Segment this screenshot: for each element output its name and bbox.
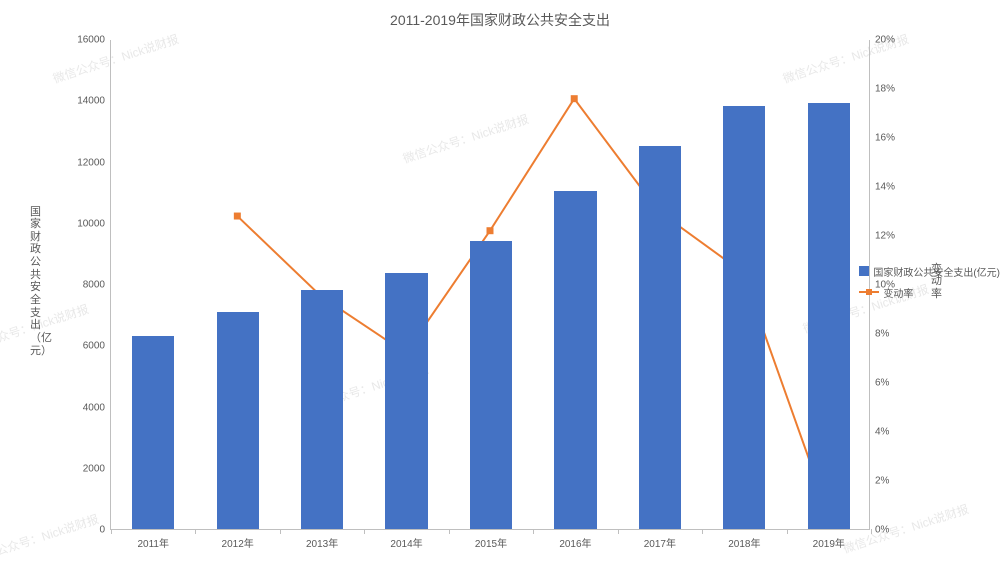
x-tick-mark	[618, 529, 619, 534]
y-left-tick-label: 2000	[83, 463, 111, 474]
x-tick-mark	[533, 529, 534, 534]
plot-area: 02000400060008000100001200014000160000%2…	[110, 40, 870, 530]
chart-container: 2011-2019年国家财政公共安全支出 微信公众号：Nick说财报 微信公众号…	[0, 0, 1000, 563]
chart-title: 2011-2019年国家财政公共安全支出	[0, 10, 1000, 30]
y-right-tick-label: 20%	[869, 35, 895, 46]
y-left-tick-label: 10000	[77, 218, 111, 229]
bar	[554, 191, 596, 529]
line-marker	[234, 213, 241, 220]
y-left-tick-label: 6000	[83, 341, 111, 352]
bar	[723, 106, 765, 529]
y-right-tick-label: 2%	[869, 476, 889, 487]
x-tick-label: 2018年	[728, 529, 760, 550]
x-tick-mark	[702, 529, 703, 534]
bar	[385, 273, 427, 529]
y-right-tick-label: 16%	[869, 133, 895, 144]
line-marker	[571, 95, 578, 102]
y-right-tick-label: 14%	[869, 182, 895, 193]
bar	[217, 312, 259, 529]
y-right-tick-label: 18%	[869, 84, 895, 95]
x-tick-label: 2012年	[222, 529, 254, 550]
x-tick-mark	[280, 529, 281, 534]
legend-swatch-bar	[859, 266, 869, 276]
bar	[639, 146, 681, 529]
x-tick-label: 2014年	[390, 529, 422, 550]
x-tick-mark	[111, 529, 112, 534]
legend-swatch-line	[859, 287, 879, 297]
line-marker	[487, 227, 494, 234]
legend: 国家财政公共安全支出(亿元) 变动率	[859, 258, 1000, 306]
legend-item-line: 变动率	[859, 285, 1000, 300]
x-tick-mark	[364, 529, 365, 534]
y-left-tick-label: 12000	[77, 157, 111, 168]
y-left-axis-label: 国家财政公共安全支出（亿元）	[30, 206, 44, 358]
y-right-tick-label: 12%	[869, 231, 895, 242]
legend-label: 国家财政公共安全支出(亿元)	[873, 264, 1000, 279]
y-left-tick-label: 4000	[83, 402, 111, 413]
y-left-tick-label: 16000	[77, 35, 111, 46]
x-tick-mark	[787, 529, 788, 534]
y-right-tick-label: 8%	[869, 329, 889, 340]
y-left-tick-label: 14000	[77, 96, 111, 107]
legend-item-bar: 国家财政公共安全支出(亿元)	[859, 264, 1000, 279]
bar	[132, 336, 174, 529]
y-right-tick-label: 0%	[869, 525, 889, 536]
y-left-tick-label: 8000	[83, 280, 111, 291]
x-tick-label: 2013年	[306, 529, 338, 550]
x-tick-mark	[871, 529, 872, 534]
x-tick-mark	[449, 529, 450, 534]
y-right-tick-label: 6%	[869, 378, 889, 389]
bar	[808, 103, 850, 529]
y-right-tick-label: 4%	[869, 427, 889, 438]
x-tick-label: 2019年	[813, 529, 845, 550]
x-tick-mark	[195, 529, 196, 534]
x-tick-label: 2015年	[475, 529, 507, 550]
y-left-tick-label: 0	[99, 525, 111, 536]
legend-label: 变动率	[883, 285, 913, 300]
x-tick-label: 2016年	[559, 529, 591, 550]
watermark: 微信公众号：Nick说财报	[0, 510, 101, 567]
x-tick-label: 2011年	[137, 529, 169, 550]
bar	[470, 241, 512, 529]
x-tick-label: 2017年	[644, 529, 676, 550]
bar	[301, 290, 343, 529]
